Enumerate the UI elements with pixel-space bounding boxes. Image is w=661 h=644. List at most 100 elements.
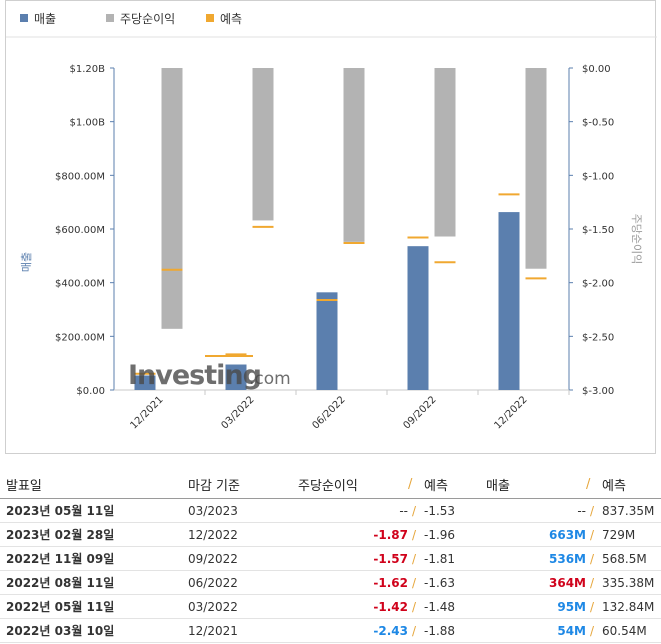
cell-eps-forecast: -1.96: [424, 527, 456, 542]
legend-swatch-2: [206, 14, 214, 22]
revenue-bar[interactable]: [134, 375, 156, 390]
eps-bar[interactable]: [434, 68, 456, 237]
watermark-accent: [205, 355, 253, 357]
cell-separator: /: [589, 527, 595, 542]
cell-revenue: --: [577, 503, 586, 518]
cell-eps: -1.62: [373, 575, 408, 590]
right-tick-label: $-1.50: [582, 225, 614, 236]
x-tick-label: 12/2022: [492, 394, 529, 431]
cell-date-cell: 2022년 03월 10일: [0, 618, 188, 643]
cell-separator: /: [589, 623, 595, 638]
cell-separator-cell: /: [408, 570, 420, 595]
cell-date: 2023년 02월 28일: [6, 528, 115, 542]
cell-revenue-cell: 54M: [486, 618, 586, 643]
cell-period: 09/2022: [188, 551, 238, 566]
cell-separator-cell: /: [408, 594, 420, 619]
revenue-bar[interactable]: [498, 212, 520, 390]
cell-date: 2022년 05월 11일: [6, 600, 115, 614]
cell-revenue-forecast-cell: 132.84M: [598, 594, 661, 619]
cell-eps-forecast: -1.88: [424, 623, 456, 638]
cell-eps-cell: --: [298, 498, 408, 523]
cell-eps-cell: -1.42: [298, 594, 408, 619]
cell-separator-cell: /: [586, 498, 598, 523]
header-date[interactable]: 발표일: [0, 470, 188, 499]
cell-separator: /: [589, 503, 595, 518]
left-axis-title: 매출: [20, 252, 33, 272]
legend-label-1[interactable]: 주당순이익: [120, 12, 175, 26]
cell-revenue-forecast-cell: 837.35M: [598, 498, 661, 523]
left-tick-label: $200.00M: [55, 332, 105, 343]
cell-revenue-forecast-cell: 60.54M: [598, 618, 661, 643]
x-tick-label: 09/2022: [401, 394, 438, 431]
cell-date-cell: 2022년 08월 11일: [0, 570, 188, 595]
eps-bar[interactable]: [343, 68, 365, 242]
cell-eps-forecast-cell: -1.63: [420, 570, 486, 595]
cell-separator-cell: /: [586, 570, 598, 595]
eps-bar[interactable]: [161, 68, 183, 329]
cell-eps-forecast-cell: -1.96: [420, 522, 486, 547]
cell-period-cell: 03/2023: [188, 498, 298, 523]
header-revenue[interactable]: 매출: [486, 470, 586, 499]
cell-period-cell: 12/2021: [188, 618, 298, 643]
x-tick-label: 06/2022: [310, 394, 347, 431]
cell-period-cell: 03/2022: [188, 594, 298, 619]
cell-separator-cell: /: [586, 522, 598, 547]
cell-eps-cell: -1.62: [298, 570, 408, 595]
earnings-chart-panel: 매출 주당순이익 예측 $0.00 $200.00M $400.00M $600.00M $8…: [5, 0, 657, 454]
cell-revenue: 536M: [549, 551, 586, 566]
cell-period: 03/2023: [188, 503, 238, 518]
header-revenue-separator: /: [586, 470, 598, 499]
left-tick-label: $400.00M: [55, 279, 105, 290]
right-tick-label: $-2.00: [582, 279, 614, 290]
cell-period: 12/2022: [188, 527, 238, 542]
legend-label-2[interactable]: 예측: [220, 12, 242, 26]
earnings-table: 발표일 마감 기준 주당순이익 / 예측 매출 / 예측 2023년 05월 1…: [0, 470, 661, 643]
investing-logo-suffix: .com: [249, 369, 291, 389]
header-eps-forecast[interactable]: 예측: [420, 470, 486, 499]
earnings-chart: 매출 주당순이익 예측$0.00$200.00M$400.00M$600.00M$8…: [6, 12, 657, 431]
cell-eps-cell: -2.43: [298, 618, 408, 643]
cell-revenue-forecast: 568.5M: [602, 551, 647, 566]
cell-separator-cell: /: [586, 594, 598, 619]
cell-revenue-cell: 95M: [486, 594, 586, 619]
eps-bar[interactable]: [525, 68, 547, 269]
cell-separator: /: [411, 599, 417, 614]
header-revenue-forecast[interactable]: 예측: [598, 470, 661, 499]
revenue-bar[interactable]: [316, 292, 338, 390]
eps-bar[interactable]: [252, 68, 274, 221]
table-row: 2022년 05월 11일 03/2022 -1.42/-1.48 95M/132.8…: [0, 594, 661, 619]
separator: /: [586, 476, 591, 492]
cell-period: 12/2021: [188, 623, 238, 638]
legend-label-0[interactable]: 매출: [34, 12, 56, 26]
cell-eps: -1.57: [373, 551, 408, 566]
cell-period: 06/2022: [188, 575, 238, 590]
cell-eps-forecast: -1.81: [424, 551, 456, 566]
cell-separator: /: [589, 599, 595, 614]
header-period[interactable]: 마감 기준: [188, 470, 298, 499]
right-tick-label: $-2.50: [582, 332, 614, 343]
separator: /: [408, 476, 413, 492]
x-tick-label: 03/2022: [219, 394, 256, 431]
header-eps[interactable]: 주당순이익: [298, 470, 408, 499]
cell-period-cell: 09/2022: [188, 546, 298, 571]
cell-revenue-forecast: 837.35M: [602, 503, 655, 518]
cell-separator: /: [589, 575, 595, 590]
cell-separator-cell: /: [586, 618, 598, 643]
cell-eps: -1.87: [373, 527, 408, 542]
cell-eps-forecast: -1.48: [424, 599, 456, 614]
cell-separator: /: [411, 575, 417, 590]
legend-swatch-1: [106, 14, 114, 22]
cell-revenue: 364M: [549, 575, 586, 590]
left-tick-label: $800.00M: [55, 171, 105, 182]
cell-separator-cell: /: [408, 522, 420, 547]
cell-eps: --: [399, 503, 408, 518]
revenue-bar[interactable]: [225, 364, 247, 390]
cell-period-cell: 06/2022: [188, 570, 298, 595]
cell-revenue-forecast-cell: 568.5M: [598, 546, 661, 571]
cell-eps-forecast-cell: -1.81: [420, 546, 486, 571]
revenue-bar[interactable]: [407, 246, 429, 390]
cell-eps-cell: -1.87: [298, 522, 408, 547]
table-header-row: 발표일 마감 기준 주당순이익 / 예측 매출 / 예측: [0, 470, 661, 499]
cell-revenue: 663M: [549, 527, 586, 542]
right-tick-label: $-0.50: [582, 118, 614, 129]
